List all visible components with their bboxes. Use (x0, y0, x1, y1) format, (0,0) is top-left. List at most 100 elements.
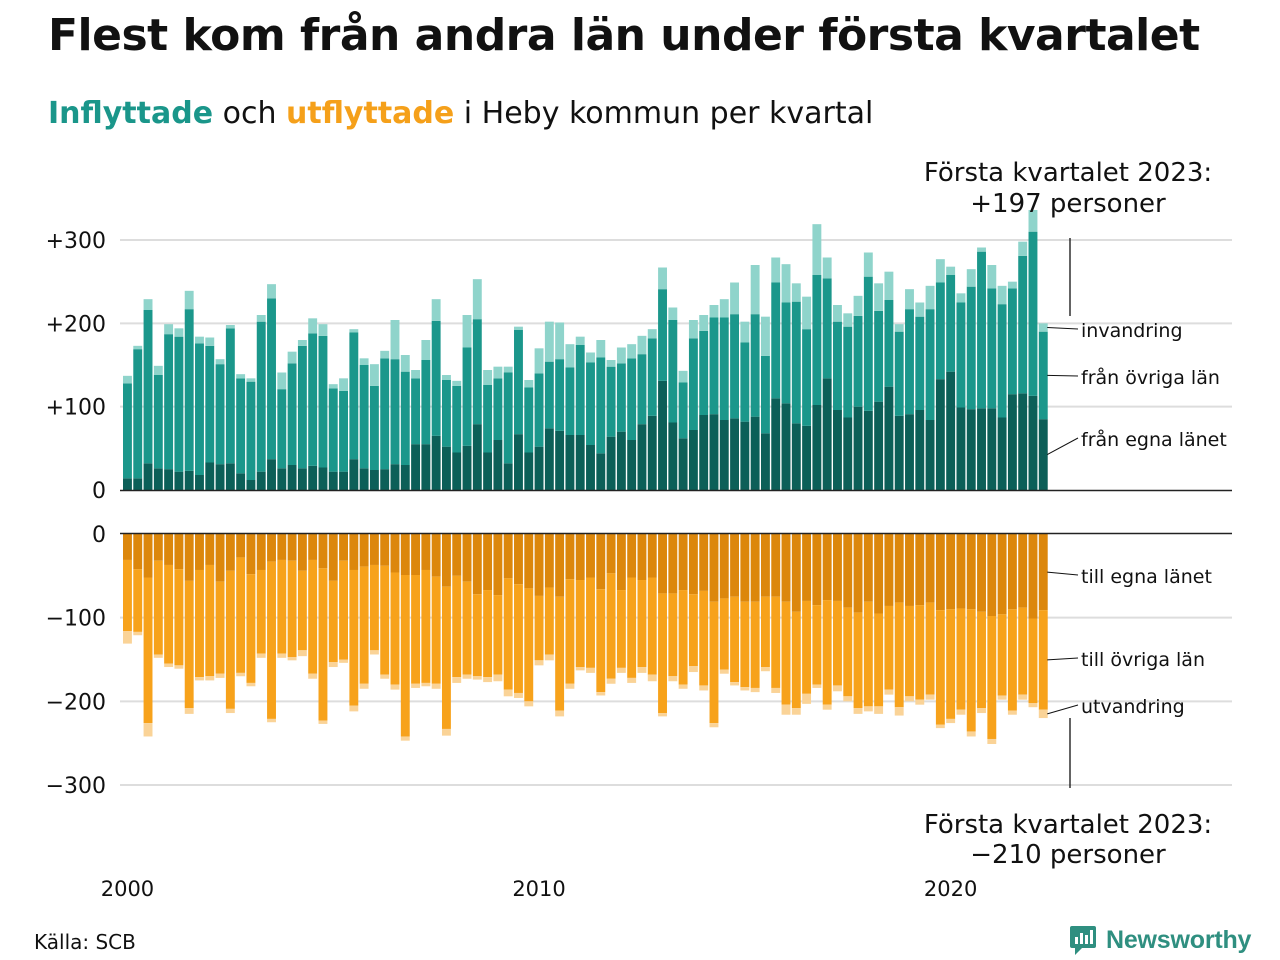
bar-in-other-counties (688, 338, 698, 430)
bar-out-emigration (935, 724, 945, 729)
bar-in-own-county (339, 471, 348, 490)
bar-in-other-counties (1028, 231, 1038, 396)
bar-in-immigration (544, 321, 554, 362)
bar-in-other-counties (771, 282, 781, 399)
bar-in-own-county (277, 468, 287, 490)
bar-in-own-county (544, 428, 554, 490)
bar-out-other-counties (668, 593, 678, 677)
bar-in-immigration (287, 351, 297, 364)
bar-out-other-counties (421, 569, 431, 683)
bar-in-immigration (205, 337, 215, 346)
bar-out-other-counties (328, 580, 338, 663)
bar-in-other-counties (380, 358, 390, 470)
bar-in-immigration (184, 290, 194, 310)
bar-in-own-county (987, 408, 997, 490)
bar-in-own-county (946, 371, 956, 490)
bar-out-emigration (791, 708, 801, 715)
bar-out-own-county (791, 534, 801, 612)
bar-in-own-county (771, 398, 781, 490)
bar-out-other-counties (606, 573, 616, 679)
bar-out-other-counties (380, 565, 390, 675)
bar-in-other-counties (822, 278, 832, 379)
bar-out-own-county (452, 534, 462, 576)
bar-out-other-counties (833, 600, 842, 686)
bar-out-emigration (318, 720, 328, 724)
bar-in-immigration (647, 329, 657, 339)
bar-out-own-county (771, 534, 781, 597)
bar-in-other-counties (503, 372, 513, 464)
bar-out-own-county (380, 534, 390, 566)
bar-out-emigration (894, 707, 904, 716)
bar-in-own-county (616, 431, 626, 490)
bar-out-emigration (123, 631, 132, 644)
bar-out-other-counties (205, 564, 215, 677)
bar-out-own-county (853, 534, 863, 613)
bar-in-immigration (524, 380, 534, 388)
bar-in-immigration (411, 370, 421, 379)
bar-in-immigration (987, 265, 997, 289)
bar-out-own-county (184, 534, 194, 581)
bar-in-immigration (328, 384, 338, 389)
bar-in-other-counties (760, 355, 770, 434)
bar-in-other-counties (905, 309, 914, 415)
bar-out-own-county (575, 534, 585, 581)
series-label-leader-bottom (1047, 704, 1079, 715)
bar-in-immigration (874, 283, 884, 311)
bar-in-own-county (462, 445, 472, 490)
bar-in-own-county (483, 452, 493, 490)
bar-out-other-counties (771, 596, 781, 688)
bar-out-own-county (277, 534, 287, 560)
bar-out-own-county (1018, 534, 1028, 608)
bar-out-other-counties (709, 601, 719, 724)
bar-out-other-counties (524, 588, 534, 702)
bar-in-immigration (863, 252, 873, 277)
bar-out-emigration (400, 736, 410, 741)
bar-out-emigration (925, 694, 935, 700)
bar-out-own-county (524, 534, 534, 589)
bar-out-other-counties (215, 581, 225, 674)
bar-in-other-counties (606, 366, 616, 437)
bar-out-emigration (843, 696, 853, 702)
bar-out-other-counties (472, 594, 482, 677)
bar-in-other-counties (884, 300, 894, 387)
bar-in-immigration (760, 316, 770, 356)
bar-out-other-counties (565, 579, 575, 684)
bar-out-own-county (514, 534, 523, 585)
bar-in-own-county (318, 467, 328, 490)
bar-out-own-county (318, 534, 328, 569)
bar-in-immigration (431, 299, 441, 321)
y-tick-label-bottom: −100 (46, 607, 106, 632)
bar-in-own-county (853, 406, 863, 490)
bar-in-own-county (658, 380, 667, 490)
bar-out-other-counties (277, 559, 287, 654)
bar-out-emigration (462, 674, 472, 679)
bar-in-immigration (905, 289, 914, 310)
bar-in-other-counties (308, 333, 318, 466)
bar-in-other-counties (390, 359, 400, 465)
bar-in-other-counties (441, 380, 451, 447)
bar-out-other-counties (894, 602, 904, 708)
bar-in-own-county (431, 435, 441, 490)
bar-in-immigration (400, 355, 410, 372)
bar-out-own-county (205, 534, 215, 565)
bar-in-own-county (452, 452, 462, 490)
bar-in-own-county (369, 470, 379, 490)
bar-out-own-county (1028, 534, 1038, 619)
bar-in-other-counties (668, 320, 678, 423)
bar-in-other-counties (740, 342, 750, 422)
bar-out-own-county (369, 534, 379, 565)
bar-out-emigration (987, 738, 997, 745)
bar-in-immigration (637, 335, 647, 355)
bar-out-other-counties (1038, 610, 1048, 710)
bar-in-own-county (843, 417, 853, 490)
bar-in-other-counties (143, 310, 153, 464)
bar-in-other-counties (339, 390, 348, 472)
bar-out-own-county (431, 534, 441, 577)
bar-out-other-counties (699, 590, 709, 686)
bar-in-other-counties (853, 315, 863, 407)
bar-in-immigration (791, 283, 801, 302)
bar-in-immigration (565, 344, 575, 368)
bar-in-immigration (452, 380, 462, 386)
bar-out-own-county (894, 534, 904, 603)
bar-out-emigration (1007, 710, 1017, 715)
